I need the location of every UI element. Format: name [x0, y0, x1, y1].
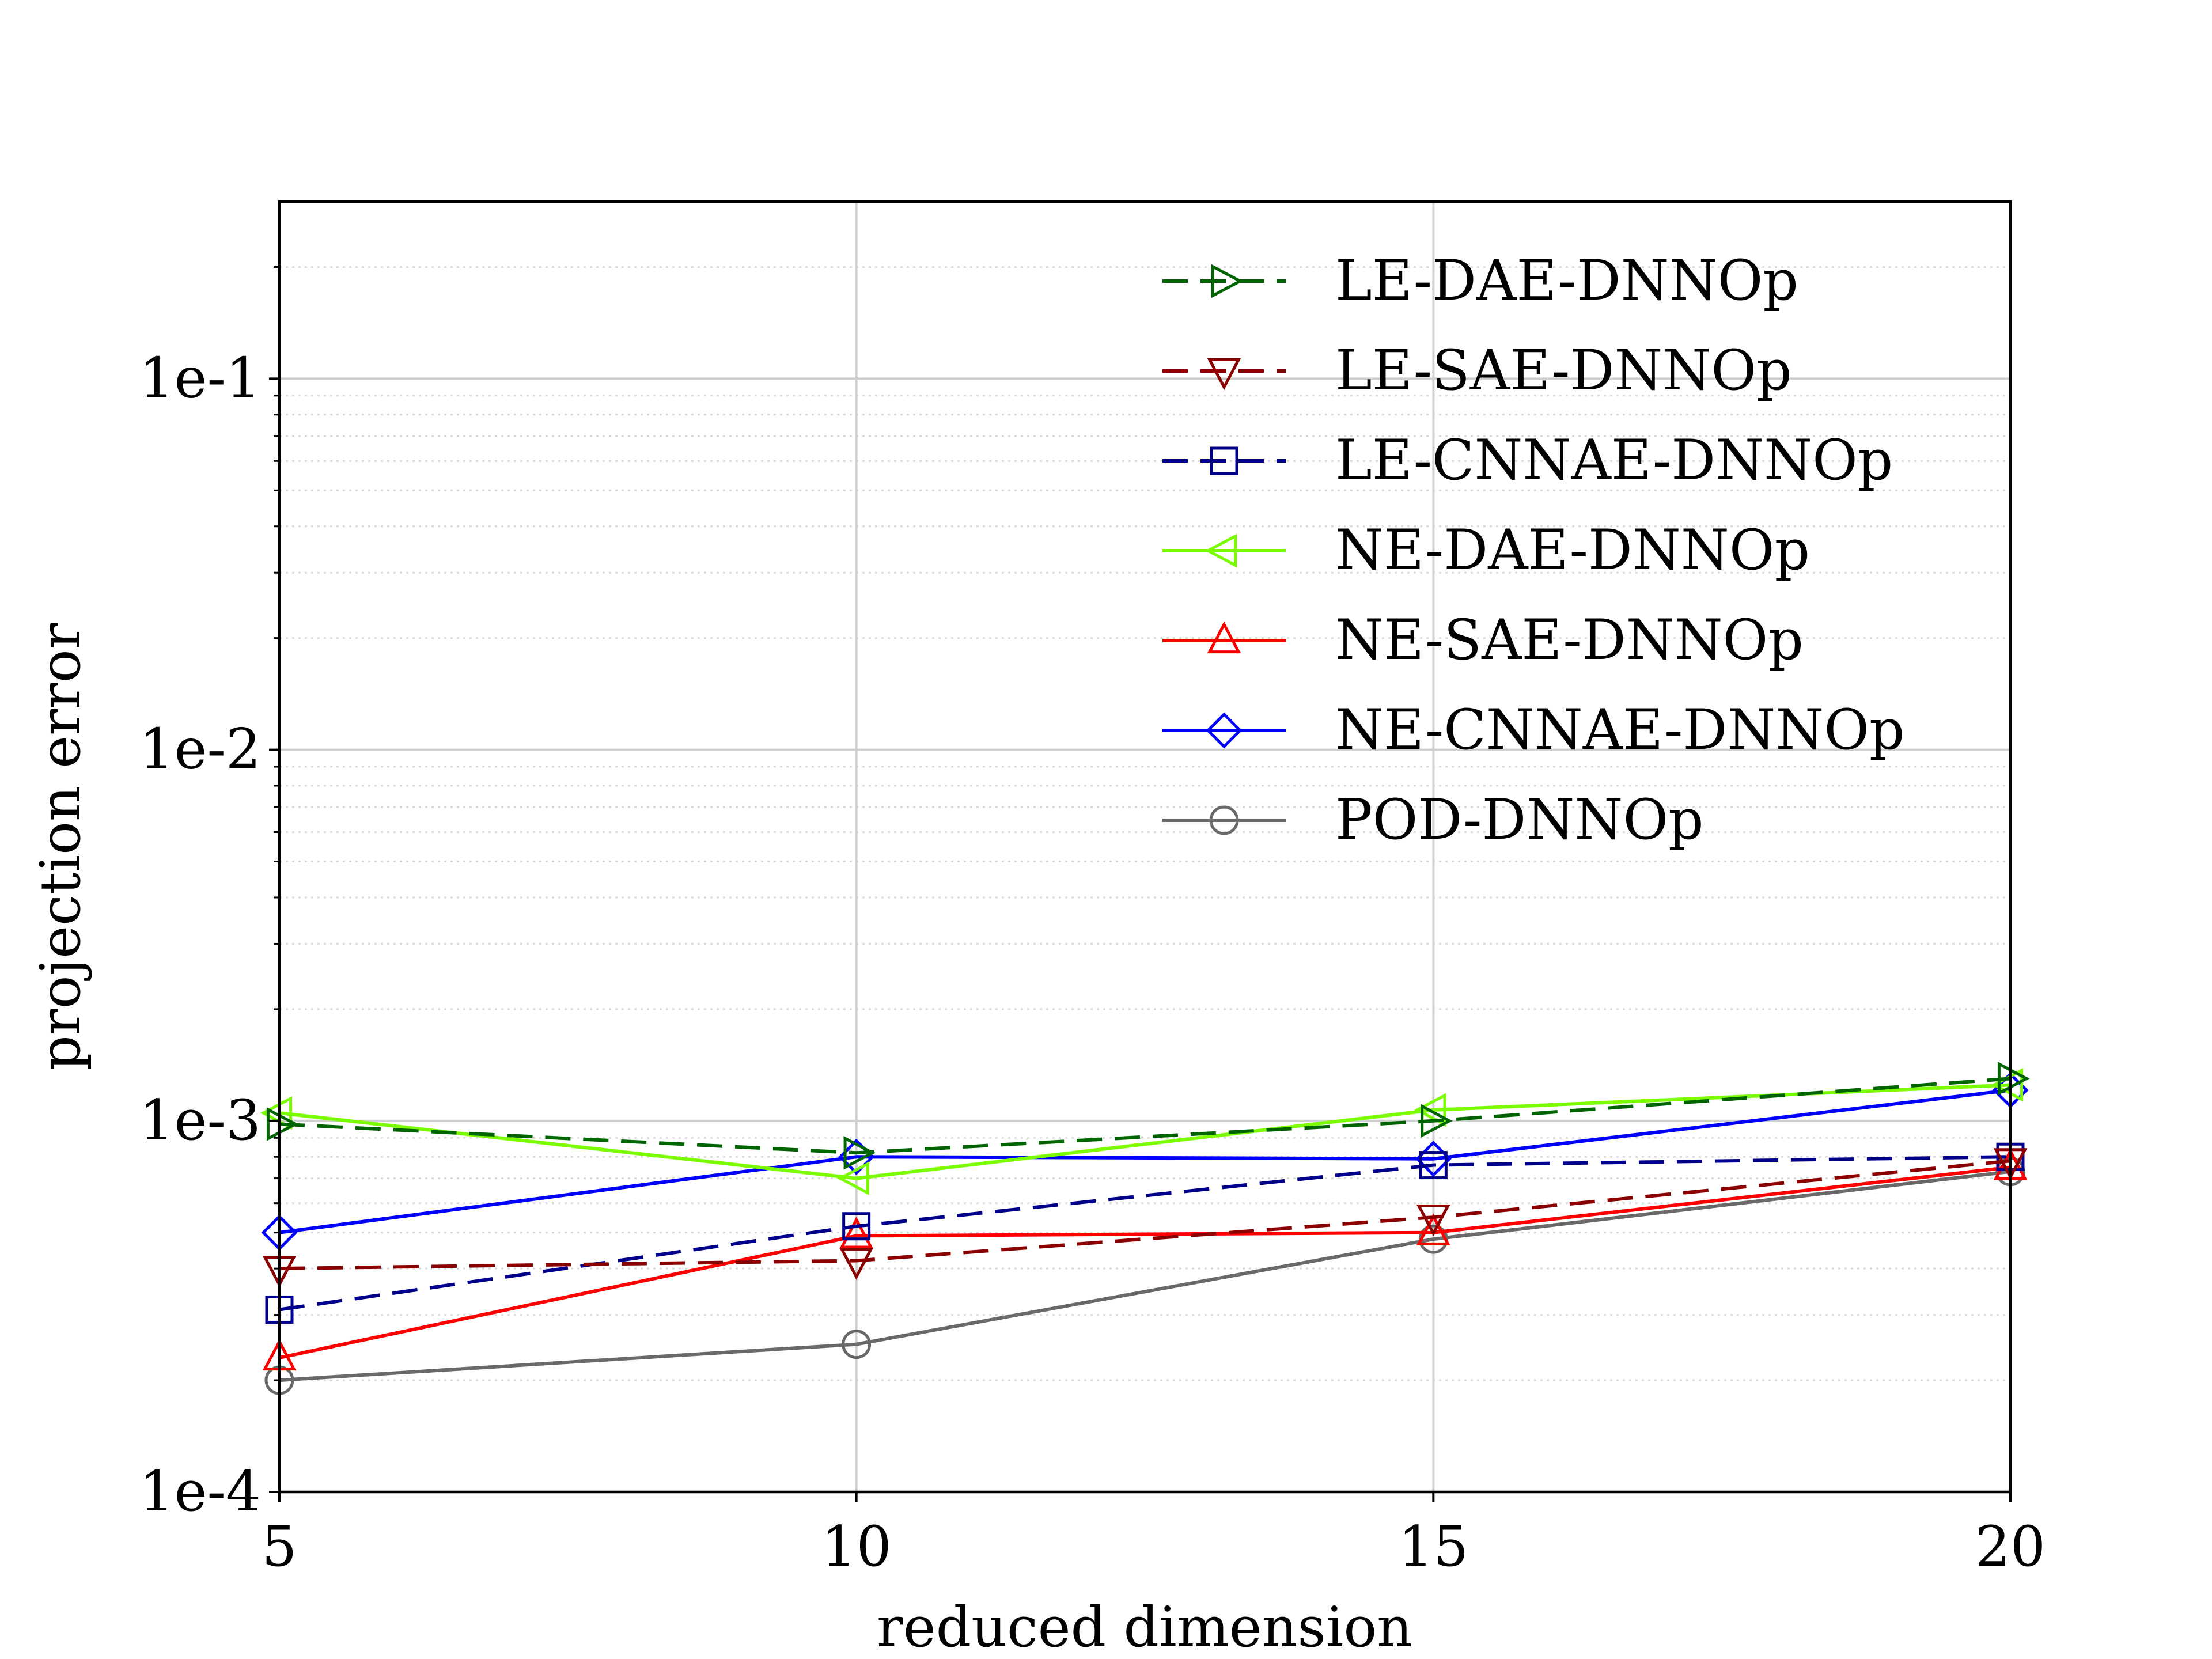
- series-le-sae-dnnop: [262, 1148, 2028, 1288]
- data-point-le-sae-dnnop: [1416, 1204, 1450, 1237]
- legend-marker: [1211, 264, 1244, 298]
- legend-item-le-sae-dnnop: LE-SAE-DNNOp: [1162, 338, 1792, 403]
- data-point-ne-dae-dnnop: [1414, 1093, 1446, 1127]
- legend-item-ne-sae-dnnop: NE-SAE-DNNOp: [1162, 608, 1804, 672]
- legend-marker: [1210, 446, 1238, 475]
- data-point-ne-dae-dnnop: [837, 1161, 869, 1195]
- series-line-pod-dnnop: [279, 1169, 2011, 1382]
- legend-label: NE-CNNAE-DNNOp: [1335, 698, 1905, 762]
- data-point-le-dae-dnnop: [1421, 1104, 1453, 1138]
- data-point-pod-dnnop: [842, 1330, 872, 1359]
- legend-marker: [1209, 805, 1239, 835]
- data-point-le-cnnae-dnnop: [1419, 1151, 1448, 1180]
- series-line-ne-dae-dnnop: [279, 1083, 2011, 1180]
- legend-label: LE-DAE-DNNOp: [1335, 248, 1798, 313]
- series-line-ne-cnnae-dnnop: [279, 1088, 2011, 1234]
- y-tick-label: 1e-1: [139, 346, 261, 410]
- x-tick-label: 5: [262, 1514, 297, 1579]
- legend-label: POD-DNNOp: [1335, 787, 1704, 852]
- legend: LE-DAE-DNNOp LE-SAE-DNNOp LE-CNNAE-DNNOp NE…: [1162, 248, 1905, 852]
- legend-label: LE-CNNAE-DNNOp: [1335, 428, 1893, 493]
- legend-item-ne-cnnae-dnnop: NE-CNNAE-DNNOp: [1162, 698, 1905, 762]
- y-axis-title: projection error: [28, 623, 93, 1070]
- y-tick-label: 1e-3: [139, 1088, 261, 1153]
- y-tick-label: 1e-4: [139, 1459, 261, 1524]
- series-line-le-sae-dnnop: [279, 1159, 2011, 1271]
- legend-label: NE-DAE-DNNOp: [1335, 518, 1810, 582]
- data-point-le-sae-dnnop: [839, 1248, 874, 1280]
- data-point-le-dae-dnnop: [843, 1135, 876, 1170]
- series-line-le-dae-dnnop: [279, 1077, 2011, 1155]
- legend-item-le-cnnae-dnnop: LE-CNNAE-DNNOp: [1162, 428, 1893, 493]
- data-point-le-dae-dnnop: [1997, 1062, 2030, 1096]
- data-point-le-dae-dnnop: [266, 1107, 299, 1141]
- grid-layer: [279, 202, 2010, 1492]
- series-line-le-cnnae-dnnop: [279, 1155, 2011, 1312]
- legend-item-pod-dnnop: POD-DNNOp: [1162, 787, 1704, 852]
- series-ne-dae-dnnop: [260, 1068, 2024, 1195]
- data-point-ne-sae-dnnop: [839, 1217, 874, 1249]
- plot-frame: [278, 200, 2012, 1494]
- data-point-le-cnnae-dnnop: [842, 1212, 871, 1241]
- data-point-ne-sae-dnnop: [1416, 1213, 1450, 1245]
- legend-marker: [1205, 533, 1237, 568]
- x-tick-label: 20: [1975, 1514, 2046, 1579]
- legend-label: NE-SAE-DNNOp: [1335, 608, 1804, 672]
- y-tick-label: 1e-2: [139, 717, 261, 782]
- legend-marker: [1206, 712, 1243, 749]
- tick-layer: 1e-4 1e-3 1e-2 1e-1 5 10 15 20: [139, 266, 2046, 1579]
- series-pod-dnnop: [264, 1157, 2025, 1395]
- series-le-dae-dnnop: [266, 1062, 2030, 1170]
- x-tick-label: 10: [821, 1514, 892, 1579]
- x-tick-label: 15: [1398, 1514, 1468, 1579]
- legend-item-ne-dae-dnnop: NE-DAE-DNNOp: [1162, 518, 1810, 582]
- legend-item-le-dae-dnnop: LE-DAE-DNNOp: [1162, 248, 1798, 313]
- legend-marker: [1207, 621, 1241, 654]
- series-line-ne-sae-dnnop: [279, 1165, 2011, 1359]
- x-axis-title: reduced dimension: [877, 1595, 1412, 1659]
- series-layer: [260, 1062, 2030, 1395]
- legend-label: LE-SAE-DNNOp: [1335, 338, 1792, 403]
- legend-marker: [1207, 358, 1241, 391]
